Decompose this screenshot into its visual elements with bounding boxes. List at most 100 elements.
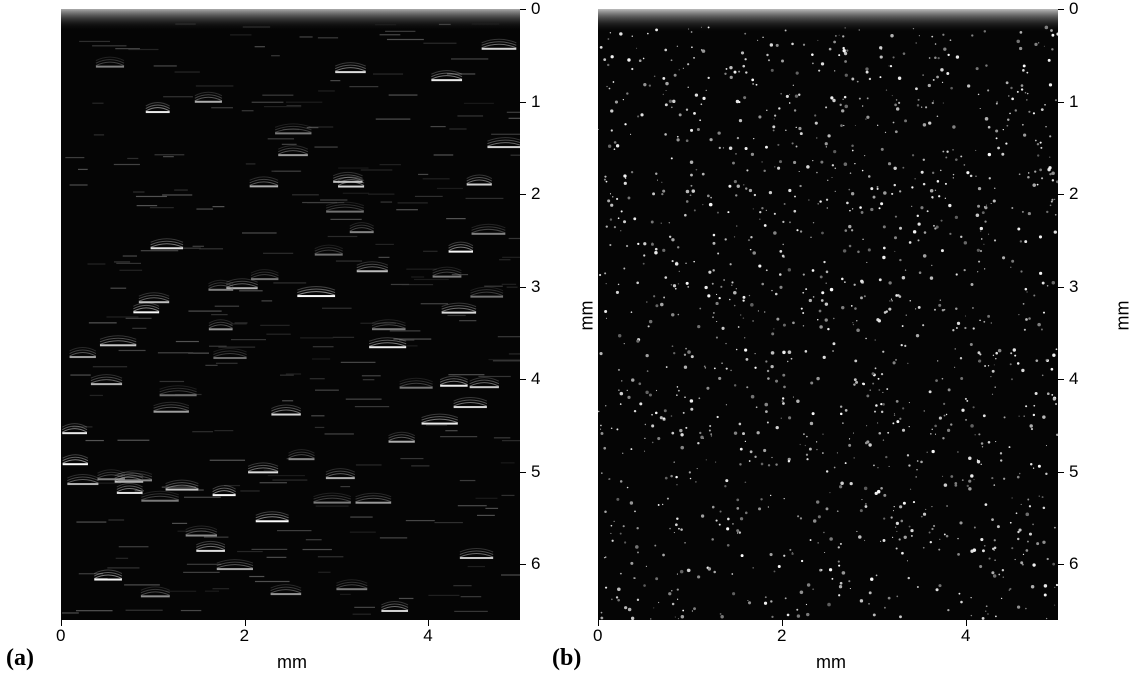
speckle [978,433,981,436]
faint-streak [317,37,339,39]
speckle [817,203,819,205]
speckle [716,211,719,214]
faint-streak [212,588,230,590]
speckle [907,576,910,580]
speckle [987,365,990,367]
speckle [839,581,843,585]
speckle [782,323,786,327]
speckle [646,301,648,303]
speckle [744,511,748,515]
speckle [1038,235,1043,239]
speckle [605,283,607,285]
speckle [1020,270,1023,273]
speckle [1011,207,1014,210]
speckle [1002,576,1004,578]
speckle [1011,547,1014,550]
speckle [696,468,698,470]
echo-streak [381,600,409,612]
speckle [987,440,991,444]
speckle [787,460,791,463]
speckle [665,89,667,92]
speckle [931,264,933,267]
speckle [902,166,905,169]
speckle [704,285,708,290]
speckle [978,260,981,263]
speckle [718,146,721,149]
faint-streak [65,156,85,159]
speckle [647,325,650,328]
faint-streak [506,111,520,113]
speckle [931,506,933,508]
speckle [735,194,738,197]
speckle [857,250,860,254]
speckle [803,433,805,435]
speckle [860,211,864,214]
speckle [708,270,712,274]
echo-streak [466,174,493,186]
speckle [863,295,866,298]
speckle [640,113,644,117]
speckle [653,295,656,298]
faint-streak [306,126,319,129]
speckle [992,199,996,203]
speckle [712,316,714,319]
speckle [774,292,778,296]
speckle [895,107,900,111]
speckle [970,614,973,617]
speckle [778,107,781,110]
speckle [1023,133,1027,137]
speckle [728,184,732,188]
speckle [922,182,926,186]
speckle [1023,328,1026,331]
speckle [797,515,800,518]
speckle [1002,128,1004,131]
faint-streak [118,349,146,352]
faint-streak [374,24,397,26]
echo-streak [388,431,416,443]
speckle [1040,146,1043,149]
speckle [809,539,812,542]
speckle [733,304,736,307]
speckle [954,482,958,485]
speckle [966,484,970,488]
speckle [1002,256,1006,260]
speckle [1028,317,1031,320]
speckle [743,184,745,186]
faint-streak [497,336,520,338]
speckle [820,299,824,302]
faint-streak [199,248,224,250]
speckle [1042,415,1046,419]
speckle [711,282,714,285]
speckle [916,214,919,218]
speckle [737,326,740,328]
faint-streak [214,430,234,432]
speckle [811,62,814,65]
speckle [842,49,846,53]
speckle [1026,99,1028,101]
faint-streak [177,530,207,532]
faint-streak [262,94,294,96]
speckle [702,96,706,100]
faint-streak [240,490,260,492]
echo-streak [95,56,125,68]
faint-streak [501,494,515,497]
speckle [690,184,693,187]
speckle [760,498,763,501]
speckle [761,161,763,163]
speckle [822,433,824,435]
speckle [843,124,845,127]
speckle [789,93,791,95]
faint-streak [471,23,500,25]
speckle [704,367,707,369]
speckle [770,364,774,369]
speckle [623,181,627,185]
speckle [941,475,944,478]
speckle [825,507,829,511]
speckle [698,397,701,400]
speckle [1032,523,1034,526]
speckle [1025,607,1027,610]
speckle [742,64,746,68]
speckle [672,284,677,288]
y-tick-label: 0 [1069,0,1079,18]
